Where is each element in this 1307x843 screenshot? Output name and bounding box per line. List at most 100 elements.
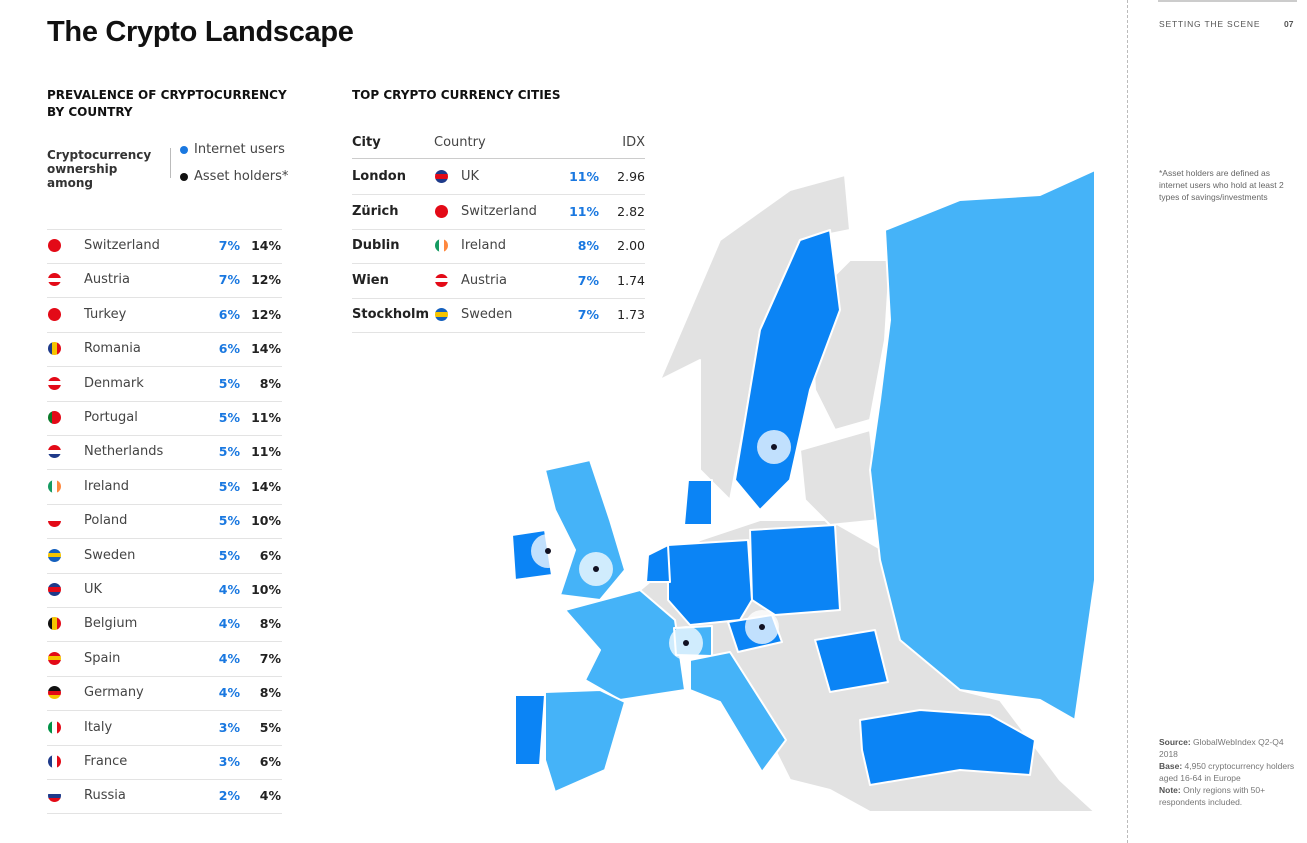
row-rule [47, 297, 282, 299]
flag-stripe [48, 514, 61, 522]
note-text: GlobalWebIndex Q2-Q4 2018 [1159, 737, 1284, 759]
row-rule [47, 366, 282, 368]
europe-map [511, 169, 1096, 813]
internet-users-pct: 3% [218, 719, 240, 735]
flag-stripe [48, 385, 61, 390]
flag-stripe [48, 617, 53, 631]
country-name: Austria [84, 272, 130, 288]
flag-icon [48, 583, 61, 596]
flag-stripe [48, 591, 61, 596]
spain [544, 689, 626, 793]
flag-icon [48, 755, 61, 768]
city-table-title: TOP CRYPTO CURRENCY CITIES [352, 88, 561, 102]
country-name: Sweden [461, 307, 513, 322]
header-cell: IDX [622, 135, 645, 150]
flag-icon [48, 720, 61, 734]
city-idx: 2.96 [617, 169, 645, 184]
flag-stripe [435, 277, 448, 283]
flag-icon [48, 789, 61, 803]
internet-users-pct: 4% [218, 685, 240, 701]
city-name: London [352, 169, 406, 184]
city-name: Wien [352, 272, 389, 288]
flag-stripe [48, 342, 53, 356]
row-rule [47, 572, 282, 574]
internet-users-pct: 6% [218, 306, 240, 322]
portugal [514, 694, 546, 766]
row-rule [47, 744, 282, 746]
flag-stripe [52, 755, 58, 768]
city-name: Dublin [352, 238, 400, 253]
flag-stripe [48, 380, 61, 386]
flag-stripe [48, 651, 61, 657]
flag-stripe [56, 342, 61, 356]
note: Source: GlobalWebIndex Q2-Q4 2018 [1159, 736, 1299, 760]
asset-holders-pct: 11% [251, 444, 281, 460]
flag-stripe [48, 454, 61, 459]
row-rule [47, 229, 282, 230]
flag-stripe [48, 307, 61, 315]
legend-intro: Cryptocurrency ownership among [47, 148, 152, 190]
flag-stripe [52, 479, 58, 493]
italy [689, 651, 787, 773]
asset-holders-pct: 14% [251, 341, 281, 357]
poland [749, 524, 841, 616]
divider [1127, 0, 1128, 843]
flag-stripe [48, 376, 61, 382]
flag-stripe [48, 583, 61, 588]
flag-stripe [48, 445, 61, 451]
country-name: Sweden [84, 547, 136, 563]
source-notes: Source: GlobalWebIndex Q2-Q4 2018 Base: 4… [1159, 736, 1299, 808]
page-number: 07 [1284, 19, 1294, 29]
row-rule [47, 435, 282, 436]
note: Note: Only regions with 50+ respondents … [1159, 784, 1299, 808]
flag-stripe [48, 690, 61, 696]
row-rule [352, 332, 645, 333]
country-name: UK [461, 169, 480, 184]
flag-icon [435, 273, 448, 287]
flag-stripe [435, 174, 448, 180]
flag-stripe [52, 720, 58, 734]
asset-holders-pct: 12% [251, 306, 281, 322]
city-idx: 1.73 [617, 307, 645, 322]
flag-stripe [48, 793, 61, 799]
row-rule [47, 710, 282, 712]
flag-stripe [48, 789, 61, 795]
baltics [799, 429, 881, 526]
row-rule [47, 675, 282, 677]
flag-stripe [48, 239, 61, 246]
flag-stripe [435, 178, 448, 183]
row-rule [47, 607, 282, 608]
flag-stripe [48, 552, 61, 558]
flag-stripe [48, 548, 61, 554]
row-rule [47, 331, 282, 333]
internet-users-pct: 6% [218, 341, 240, 357]
flag-icon [48, 617, 61, 631]
marker-dot [683, 640, 689, 646]
country-name: Poland [84, 513, 128, 529]
flag-stripe [48, 277, 61, 283]
note-text: 4,950 cryptocurrency holders aged 16-64 … [1159, 761, 1295, 783]
asset-holders-pct: 10% [251, 582, 281, 597]
asset-holders-pct: 14% [251, 238, 281, 253]
internet-users-pct: 5% [218, 547, 240, 563]
asset-holders-pct: 6% [259, 547, 281, 563]
flag-stripe [48, 755, 53, 768]
country-name: Switzerland [461, 203, 537, 219]
note: Base: 4,950 cryptocurrency holders aged … [1159, 760, 1299, 784]
row-rule [352, 228, 645, 230]
internet-users-pct: 4% [218, 582, 240, 597]
flag-stripe [52, 617, 58, 631]
country-name: UK [84, 582, 103, 597]
flag-icon [48, 651, 61, 665]
flag-icon [48, 686, 61, 700]
row-rule [47, 779, 282, 780]
flag-icon [48, 376, 61, 390]
flag-stripe [435, 239, 440, 252]
city-idx: 2.00 [617, 238, 645, 253]
row-rule [47, 469, 282, 471]
header-cell: Country [434, 135, 486, 150]
asset-holders-pct: 5% [259, 719, 281, 735]
flag-icon [48, 307, 61, 321]
country-name: Ireland [84, 478, 129, 494]
